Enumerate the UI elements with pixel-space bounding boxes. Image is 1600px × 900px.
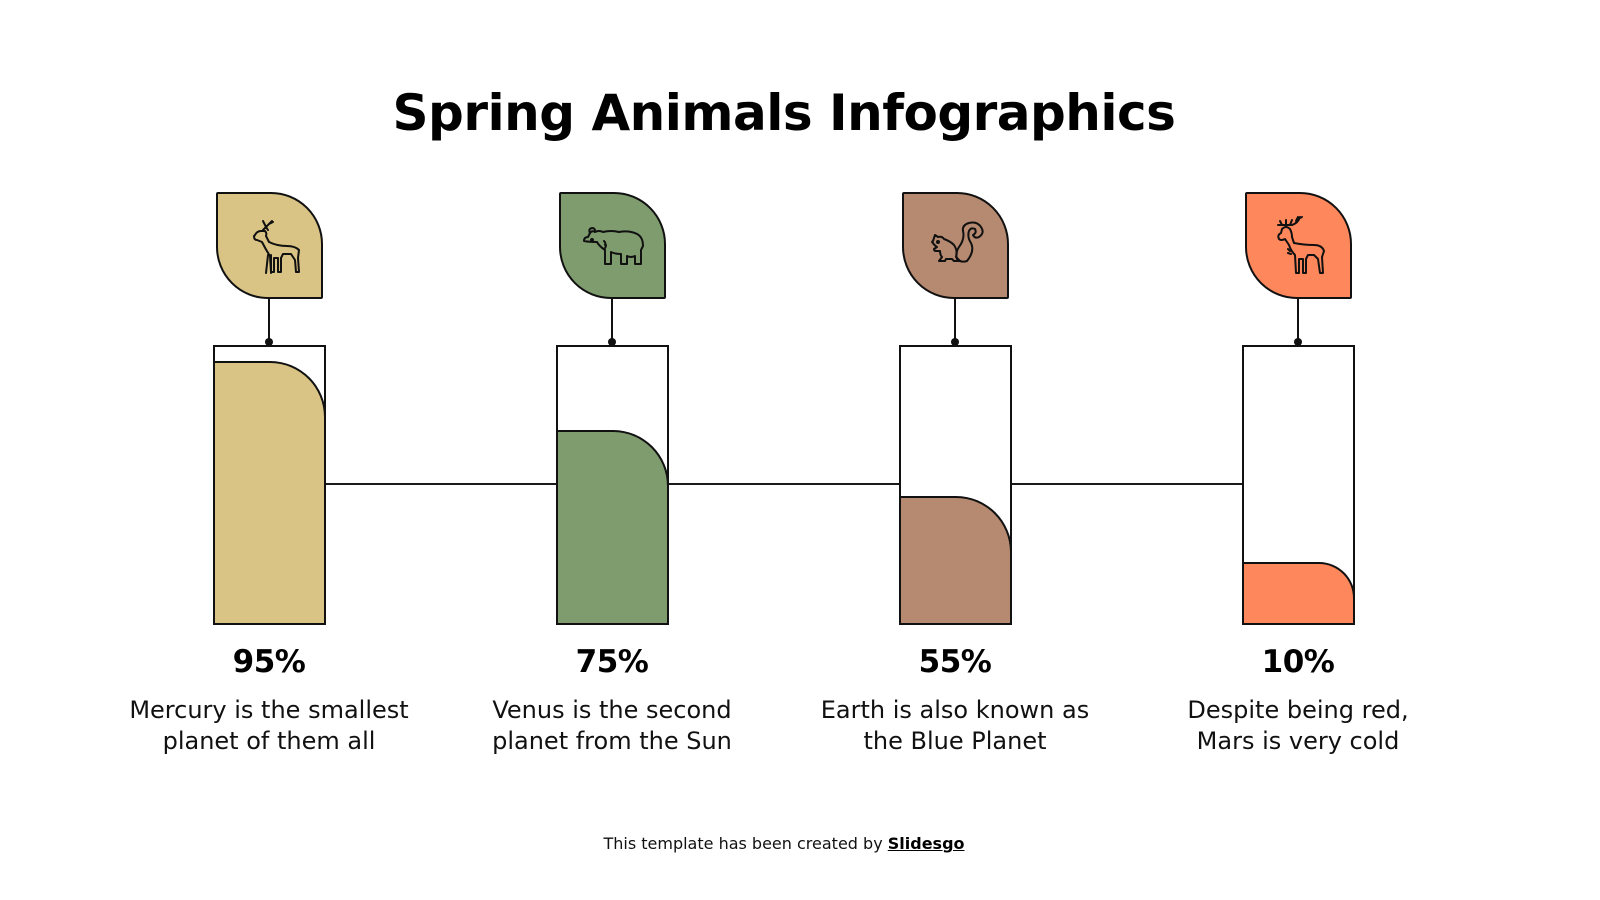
stem-line (954, 298, 956, 342)
description-line-2: planet from the Sun (492, 727, 732, 755)
leaf-badge (902, 192, 1009, 299)
description: Despite being red, Mars is very cold (1128, 695, 1468, 757)
stem-dot (951, 338, 959, 346)
progress-bar (899, 345, 1012, 625)
description: Mercury is the smallest planet of them a… (99, 695, 439, 757)
progress-bar (213, 345, 326, 625)
progress-fill (901, 496, 1010, 623)
percent-value: 10% (1261, 644, 1335, 680)
footer-text: This template has been created by (603, 834, 888, 853)
slide-title: Spring Animals Infographics (392, 84, 1176, 142)
stem-line (611, 298, 613, 342)
description-line-1: Venus is the second (492, 696, 732, 724)
stem-dot (608, 338, 616, 346)
percent-value: 95% (232, 644, 306, 680)
squirrel-icon (930, 221, 984, 263)
description: Venus is the second planet from the Sun (442, 695, 782, 757)
leaf-badge (1245, 192, 1352, 299)
percent-value: 75% (575, 644, 649, 680)
progress-fill (215, 360, 324, 623)
item-mars: 10% Despite being red, Mars is very cold (1128, 0, 1468, 900)
elk-icon (1276, 215, 1325, 274)
stem-line (1297, 298, 1299, 342)
description-line-2: Mars is very cold (1196, 727, 1400, 755)
stem-dot (1294, 338, 1302, 346)
progress-bar (556, 345, 669, 625)
item-mercury: 95% Mercury is the smallest planet of th… (99, 0, 439, 900)
description: Earth is also known as the Blue Planet (785, 695, 1125, 757)
item-earth: 55% Earth is also known as the Blue Plan… (785, 0, 1125, 900)
description-line-1: Earth is also known as (820, 696, 1090, 724)
item-venus: 75% Venus is the second planet from the … (442, 0, 782, 900)
progress-fill (558, 429, 667, 623)
description-line-1: Despite being red, (1187, 696, 1409, 724)
connector-line (268, 483, 1299, 485)
percent-value: 55% (918, 644, 992, 680)
description-line-1: Mercury is the smallest (129, 696, 409, 724)
footer-credit: This template has been created by Slides… (0, 834, 1568, 853)
description-line-2: planet of them all (162, 727, 376, 755)
leaf-badge (559, 192, 666, 299)
stem-dot (265, 338, 273, 346)
progress-bar (1242, 345, 1355, 625)
bear-icon (582, 226, 644, 265)
description-line-2: the Blue Planet (863, 727, 1047, 755)
deer-icon (252, 219, 300, 274)
leaf-badge (216, 192, 323, 299)
slidesgo-link[interactable]: Slidesgo (887, 834, 965, 853)
progress-fill (1244, 562, 1353, 623)
stem-line (268, 298, 270, 342)
